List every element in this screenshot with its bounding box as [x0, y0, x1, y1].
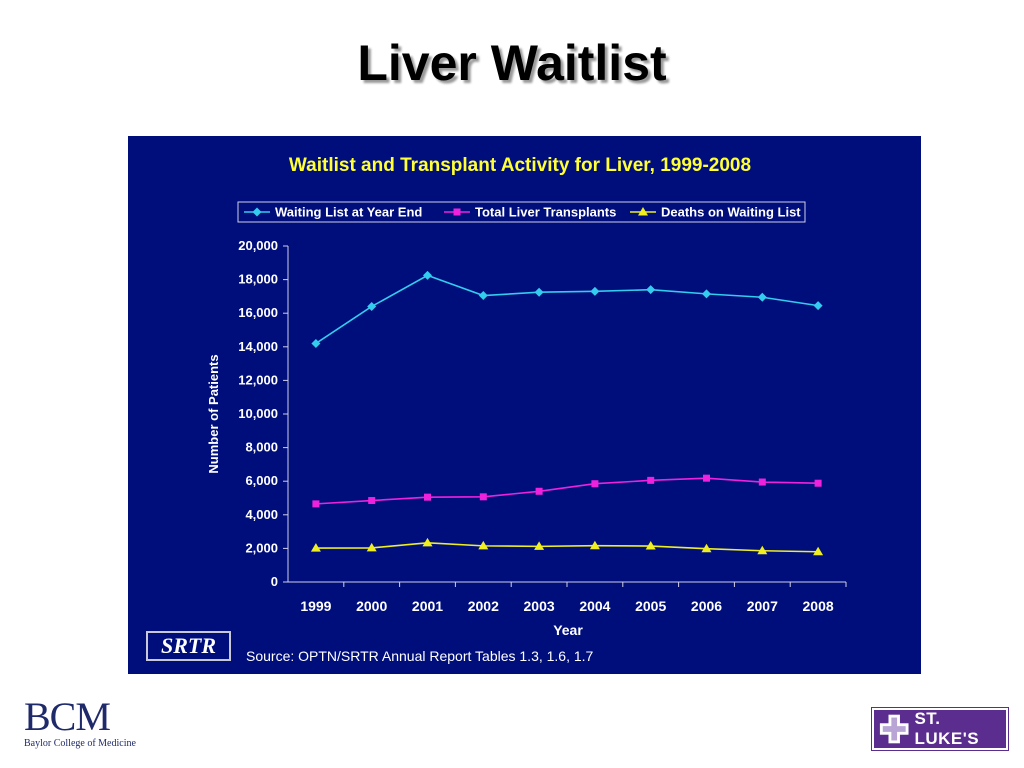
data-point — [534, 541, 545, 550]
data-point — [702, 289, 711, 299]
st-lukes-logo: ST. LUKE'S — [871, 707, 1009, 751]
y-tick-label: 12,000 — [238, 372, 278, 387]
series-diamond — [311, 270, 823, 348]
series-line — [315, 477, 819, 505]
series-line — [315, 274, 819, 345]
x-tick-label: 2008 — [803, 598, 834, 614]
data-point — [758, 478, 766, 486]
data-point — [646, 285, 656, 295]
data-point — [367, 301, 377, 311]
data-point — [424, 493, 431, 501]
data-point — [701, 543, 712, 553]
data-point — [310, 543, 321, 552]
series-line — [315, 542, 819, 553]
bcm-logo-mark: BCM — [24, 694, 111, 739]
x-tick-label: 2000 — [356, 598, 387, 614]
data-point — [813, 301, 823, 311]
y-tick-label: 14,000 — [238, 339, 278, 354]
data-point — [638, 207, 648, 216]
line-chart: Waitlist and Transplant Activity for Liv… — [206, 155, 847, 638]
x-tick-label: 1999 — [300, 598, 331, 614]
data-point — [647, 476, 655, 484]
data-point — [478, 291, 488, 301]
y-tick-label: 2,000 — [245, 540, 278, 555]
y-tick-label: 4,000 — [245, 507, 278, 522]
bcm-logo: BCM Baylor College of Medicine — [24, 694, 154, 750]
data-point — [368, 497, 376, 505]
data-point — [366, 542, 377, 552]
y-axis-label: Number of Patients — [206, 354, 221, 473]
legend-label: Waiting List at Year End — [275, 205, 422, 220]
chart-panel: Waitlist and Transplant Activity for Liv… — [128, 136, 921, 674]
data-point — [757, 545, 768, 555]
data-point — [311, 338, 321, 348]
x-tick-label: 2004 — [579, 598, 610, 614]
chart-title: Waitlist and Transplant Activity for Liv… — [289, 155, 751, 176]
data-point — [591, 480, 599, 488]
y-tick-label: 0 — [271, 574, 278, 589]
x-tick-label: 2002 — [468, 598, 499, 614]
x-tick-label: 2007 — [747, 598, 778, 614]
y-tick-label: 6,000 — [245, 473, 278, 488]
chart-series — [310, 270, 824, 556]
data-point — [478, 540, 489, 550]
st-lukes-name: ST. LUKE'S — [914, 709, 980, 748]
data-point — [814, 479, 822, 487]
cross-icon — [879, 714, 909, 744]
y-tick-label: 20,000 — [238, 238, 278, 253]
data-point — [479, 493, 487, 501]
data-point — [703, 474, 710, 482]
slide-title: Liver Waitlist — [357, 35, 667, 91]
legend-label: Total Liver Transplants — [475, 205, 616, 220]
legend-label: Deaths on Waiting List — [661, 205, 801, 220]
data-point — [423, 270, 432, 280]
data-point — [252, 207, 262, 217]
x-tick-label: 2001 — [412, 598, 443, 614]
x-axis-label: Year — [553, 622, 583, 638]
y-tick-label: 8,000 — [245, 440, 278, 455]
y-tick-label: 10,000 — [238, 406, 278, 421]
source-note: Source: OPTN/SRTR Annual Report Tables 1… — [246, 648, 594, 664]
x-tick-label: 2006 — [691, 598, 722, 614]
y-tick-label: 18,000 — [238, 272, 278, 287]
data-point — [813, 546, 824, 556]
y-tick-label: 16,000 — [238, 305, 278, 320]
x-tick-label: 2005 — [635, 598, 666, 614]
chart-legend: Waiting List at Year End Total Liver Tran… — [237, 201, 806, 223]
data-point — [312, 500, 320, 508]
data-point — [534, 287, 544, 297]
data-point — [645, 541, 656, 550]
series-square — [312, 474, 822, 508]
bcm-logo-name: Baylor College of Medicine — [24, 738, 136, 749]
series-triangle — [310, 537, 824, 556]
data-point — [590, 286, 600, 296]
srtr-logo: SRTR — [146, 631, 231, 661]
x-tick-label: 2003 — [524, 598, 555, 614]
data-point — [453, 208, 461, 216]
data-point — [422, 537, 433, 547]
legend-box — [237, 201, 806, 223]
data-point — [589, 540, 600, 550]
chart-axes: 0 2,000 4,000 6,000 8,000 10,000 12,000 14,000 1… — [238, 238, 847, 614]
data-point — [535, 487, 543, 495]
data-point — [757, 292, 767, 302]
